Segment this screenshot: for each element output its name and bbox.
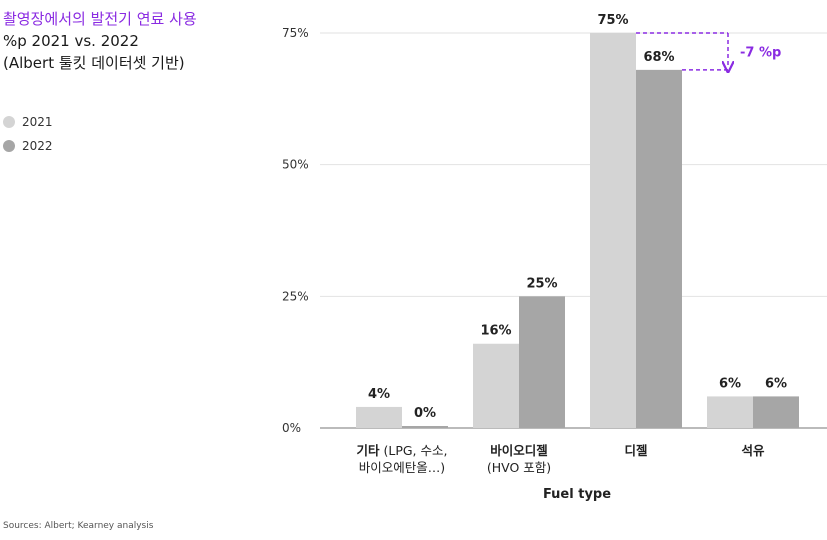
bar-2021-2 [590, 33, 636, 428]
value-label-2021-2: 75% [597, 13, 628, 28]
category-label-bold-0: 기타 [357, 443, 381, 458]
bar-2021-3 [707, 396, 753, 428]
grid-lines [320, 32, 827, 429]
legend-item-2021: 2021 [3, 110, 53, 134]
chart-title: 촬영장에서의 발전기 연료 사용 [3, 10, 197, 28]
legend-swatch-2021 [3, 116, 15, 128]
bar-2022-1 [519, 296, 565, 428]
title-block: 촬영장에서의 발전기 연료 사용 %p 2021 vs. 2022 (Alber… [3, 8, 197, 74]
category-label-line2-1: (HVO 포함) [487, 460, 551, 475]
value-label-2022-1: 25% [526, 276, 557, 291]
annotation: -7 %p [636, 32, 781, 70]
value-label-2022-0: 0% [414, 406, 436, 421]
legend: 2021 2022 [3, 110, 53, 158]
legend-swatch-2022 [3, 140, 15, 152]
bar-2022-3 [753, 396, 799, 428]
category-label-3: 석유 [741, 443, 765, 458]
y-tick-label-25: 25% [282, 289, 309, 303]
y-tick-label-75: 75% [282, 26, 309, 40]
value-label-2021-3: 6% [719, 376, 741, 391]
source-note: Sources: Albert; Kearney analysis [3, 521, 154, 531]
category-label-1: 바이오디젤 [490, 443, 548, 458]
legend-item-2022: 2022 [3, 134, 53, 158]
category-label-line2-0: 바이오에탄올…) [359, 460, 445, 475]
legend-label-2022: 2022 [22, 139, 53, 153]
labels: 0% 25% 50% 75% 4% 16% 75% 6% 0% 25% 68% 6% 기타 (LPG, … [282, 13, 787, 502]
legend-label-2021: 2021 [22, 115, 53, 129]
y-tick-label-50: 50% [282, 158, 309, 172]
category-label-bold-2: 디젤 [624, 443, 647, 458]
bar-2021-1 [473, 343, 519, 428]
bars [356, 33, 799, 428]
value-label-2021-1: 16% [480, 324, 511, 339]
chart-subtitle-line1: %p 2021 vs. 2022 [3, 32, 139, 50]
annotation-label: -7 %p [740, 45, 781, 60]
value-label-2021-0: 4% [368, 387, 390, 402]
value-label-2022-2: 68% [643, 50, 674, 65]
category-label-rest-0: (LPG, 수소, [380, 443, 448, 458]
category-label-0: 기타 (LPG, 수소, [357, 443, 448, 458]
value-label-2022-3: 6% [765, 376, 787, 391]
bar-2022-0 [402, 426, 448, 428]
bar-2022-2 [636, 69, 682, 428]
category-label-bold-3: 석유 [741, 443, 765, 458]
bar-2021-0 [356, 406, 402, 428]
chart-subtitle-line2: (Albert 툴킷 데이터셋 기반) [3, 54, 185, 72]
category-label-2: 디젤 [624, 443, 647, 458]
y-tick-label-0: 0% [282, 421, 301, 435]
x-axis-label: Fuel type [543, 487, 611, 502]
category-label-bold-1: 바이오디젤 [490, 443, 548, 458]
